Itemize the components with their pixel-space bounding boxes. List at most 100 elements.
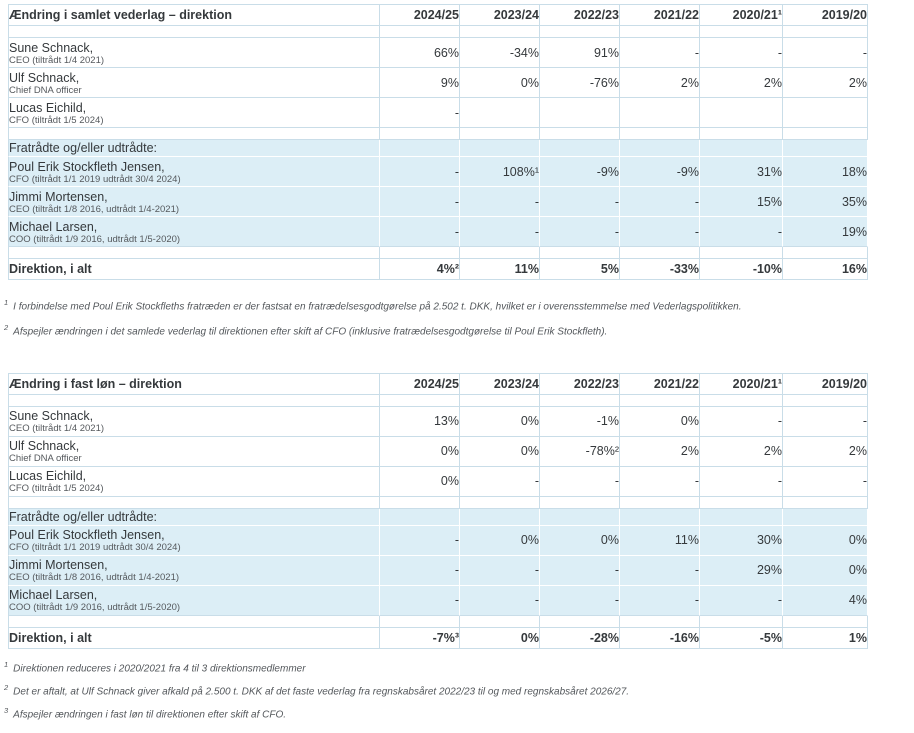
spacer-cell — [783, 26, 868, 38]
spacer-cell — [783, 496, 868, 509]
year-header-cell: 2022/23 — [540, 4, 620, 26]
value-cell — [700, 98, 783, 128]
value-cell: 4% — [783, 585, 868, 616]
value-cell: 18% — [783, 157, 868, 187]
person-row: Ulf Schnack, Chief DNA officer 9% 0% -76% 2% 2… — [8, 68, 868, 98]
year-header-cell: 2024/25 — [380, 372, 460, 395]
year-header-cell: 2019/20 — [783, 4, 868, 26]
total-value-cell: 4%² — [380, 259, 460, 280]
person-name: Michael Larsen, — [9, 219, 98, 234]
value-cell: 0% — [380, 466, 460, 497]
person-row: Sune Schnack, CEO (tiltrådt 1/4 2021) 13% 0… — [8, 406, 868, 437]
value-cell: 0% — [620, 406, 700, 437]
spacer-cell — [460, 496, 540, 509]
value-cell: - — [700, 585, 783, 616]
total-value-cell: -16% — [620, 627, 700, 649]
value-cell: - — [540, 585, 620, 616]
person-name: Sune Schnack, — [9, 409, 94, 424]
value-cell: 13% — [380, 406, 460, 437]
person-name: Jimmi Mortensen, — [9, 189, 108, 204]
value-cell: 0% — [460, 525, 540, 556]
spacer-cell — [380, 615, 460, 628]
person-row: Jimmi Mortensen, CEO (tiltrådt 1/8 2016, … — [8, 187, 868, 217]
total-label: Direktion, i alt — [8, 259, 380, 280]
value-cell: - — [380, 187, 460, 217]
person-label-cell: Ulf Schnack, Chief DNA officer — [8, 436, 380, 467]
person-name: Sune Schnack, — [9, 40, 94, 55]
value-cell: 2% — [620, 68, 700, 98]
value-cell: - — [540, 217, 620, 247]
value-cell: - — [700, 217, 783, 247]
value-cell — [620, 98, 700, 128]
spacer-cell — [620, 394, 700, 407]
person-name: Lucas Eichild, — [9, 469, 87, 484]
person-name: Ulf Schnack, — [9, 439, 80, 454]
person-name: Poul Erik Stockfleth Jensen, — [9, 528, 165, 543]
fast-loen-table: Ændring i fast løn – direktion 2024/25 202… — [8, 372, 868, 649]
person-name: Michael Larsen, — [9, 588, 98, 603]
person-row: Lucas Eichild, CFO (tiltrådt 1/5 2024) - — [8, 98, 868, 128]
spacer-cell — [540, 394, 620, 407]
person-role: CEO (tiltrådt 1/4 2021) — [9, 423, 105, 435]
value-cell: - — [540, 187, 620, 217]
year-header-cell: 2021/22 — [620, 372, 700, 395]
person-row: Michael Larsen, COO (tiltrådt 1/9 2016, u… — [8, 585, 868, 616]
person-label-cell: Sune Schnack, CEO (tiltrådt 1/4 2021) — [8, 406, 380, 437]
table-title: Ændring i fast løn – direktion — [8, 372, 380, 395]
value-cell: 2% — [783, 68, 868, 98]
value-cell: - — [460, 585, 540, 616]
footnote-line: 1 Direktionen reduceres i 2020/2021 fra 4… — [4, 655, 914, 678]
person-name: Ulf Schnack, — [9, 70, 80, 85]
footnote-text: Afspejler ændringen i det samlede vederl… — [13, 326, 608, 338]
value-cell: -9% — [540, 157, 620, 187]
total-value-cell: -7%³ — [380, 627, 460, 649]
spacer-cell — [620, 128, 700, 140]
spacer-cell — [700, 615, 783, 628]
year-header-cell: 2019/20 — [783, 372, 868, 395]
person-role: CFO (tiltrådt 1/5 2024) — [9, 114, 104, 126]
person-row: Michael Larsen, COO (tiltrådt 1/9 2016, u… — [8, 217, 868, 247]
value-cell: - — [620, 585, 700, 616]
spacer-cell — [540, 128, 620, 140]
total-value-cell: -10% — [700, 259, 783, 280]
value-cell: - — [380, 157, 460, 187]
spacer-cell — [540, 247, 620, 259]
spacer-cell — [8, 615, 380, 628]
spacer-cell — [700, 128, 783, 140]
person-label-cell: Jimmi Mortensen, CEO (tiltrådt 1/8 2016, … — [8, 555, 380, 586]
total-value-cell: 16% — [783, 259, 868, 280]
spacer-cell — [8, 128, 380, 140]
spacer-cell — [700, 496, 783, 509]
value-cell: -34% — [460, 38, 540, 68]
spacer-row — [8, 247, 868, 259]
empty-cell — [460, 140, 540, 157]
footnote-marker: 2 — [4, 323, 9, 333]
year-header-cell: 2020/21¹ — [700, 4, 783, 26]
total-value-cell: 0% — [460, 627, 540, 649]
spacer-cell — [700, 394, 783, 407]
value-cell: 15% — [700, 187, 783, 217]
spacer-cell — [460, 615, 540, 628]
spacer-row — [8, 394, 868, 407]
person-name: Lucas Eichild, — [9, 100, 87, 115]
person-label-cell: Sune Schnack, CEO (tiltrådt 1/4 2021) — [8, 38, 380, 68]
value-cell: - — [380, 217, 460, 247]
person-role: CEO (tiltrådt 1/4 2021) — [9, 54, 105, 66]
value-cell: - — [700, 406, 783, 437]
value-cell: 0% — [460, 436, 540, 467]
person-row: Poul Erik Stockfleth Jensen, CFO (tiltråd… — [8, 525, 868, 556]
footnote-marker: 3 — [4, 706, 9, 716]
person-role: CEO (tiltrådt 1/8 2016, udtrådt 1/4-2021… — [9, 572, 180, 584]
fixed-salary-table-block: Ændring i fast løn – direktion 2024/25 202… — [4, 372, 914, 725]
spacer-row — [8, 496, 868, 509]
person-role: Chief DNA officer — [9, 453, 82, 465]
spacer-cell — [380, 247, 460, 259]
samlet-vederlag-footnotes: 1 I forbindelse med Poul Erik Stockfleths… — [4, 292, 914, 343]
value-cell: 108%¹ — [460, 157, 540, 187]
person-role: CFO (tiltrådt 1/1 2019 udtrådt 30/4 2024… — [9, 173, 181, 185]
empty-cell — [380, 508, 460, 526]
total-value-cell: -5% — [700, 627, 783, 649]
value-cell: 30% — [700, 525, 783, 556]
value-cell: - — [380, 98, 460, 128]
person-role: CFO (tiltrådt 1/5 2024) — [9, 483, 104, 495]
